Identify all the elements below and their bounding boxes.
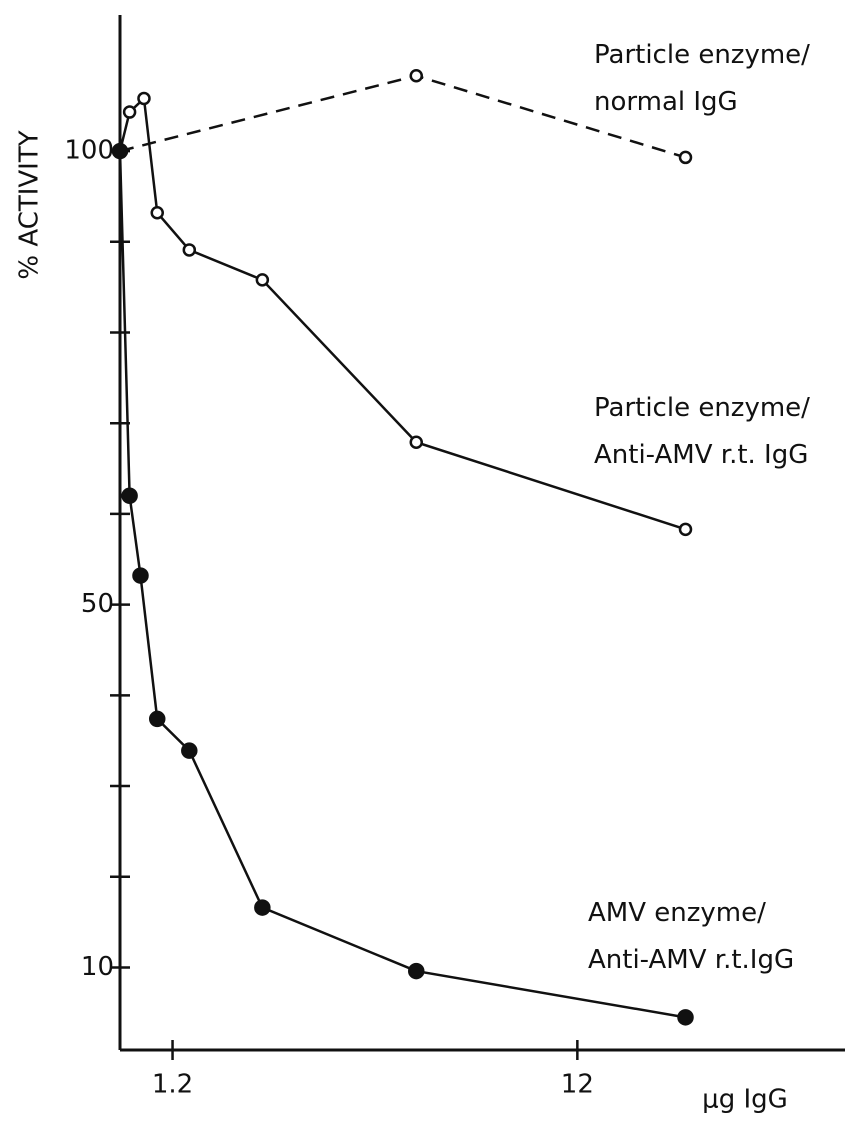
y-axis-label: % ACTIVITY — [15, 130, 45, 279]
data-point — [255, 273, 270, 287]
series-line — [118, 151, 686, 1019]
data-point — [150, 205, 164, 220]
data-point — [148, 710, 166, 728]
data-point — [122, 105, 137, 119]
x-axis-label: μg IgG — [702, 1085, 788, 1115]
data-point — [181, 742, 198, 759]
data-point — [409, 435, 424, 449]
legend-label: Particle enzyme/ Anti-AMV r.t. IgG — [594, 393, 810, 470]
data-point — [678, 522, 693, 537]
x-tick-label: 12 — [561, 1070, 594, 1100]
data-point — [182, 243, 197, 257]
data-point — [678, 150, 693, 165]
legend-label: AMV enzyme/ Anti-AMV r.t.IgG — [588, 898, 795, 975]
y-tick-label: 100 — [64, 136, 114, 166]
data-point — [408, 962, 425, 980]
data-point — [254, 899, 271, 916]
data-point — [409, 69, 424, 83]
data-point — [677, 1009, 694, 1026]
x-tick-label: 1.2 — [152, 1070, 193, 1100]
data-point — [111, 142, 129, 160]
data-point — [121, 487, 138, 505]
y-tick-label: 10 — [81, 952, 114, 982]
legend-label: Particle enzyme/ normal IgG — [594, 40, 810, 117]
y-tick-label: 50 — [81, 589, 114, 619]
data-point — [132, 567, 149, 584]
data-point — [137, 91, 151, 106]
